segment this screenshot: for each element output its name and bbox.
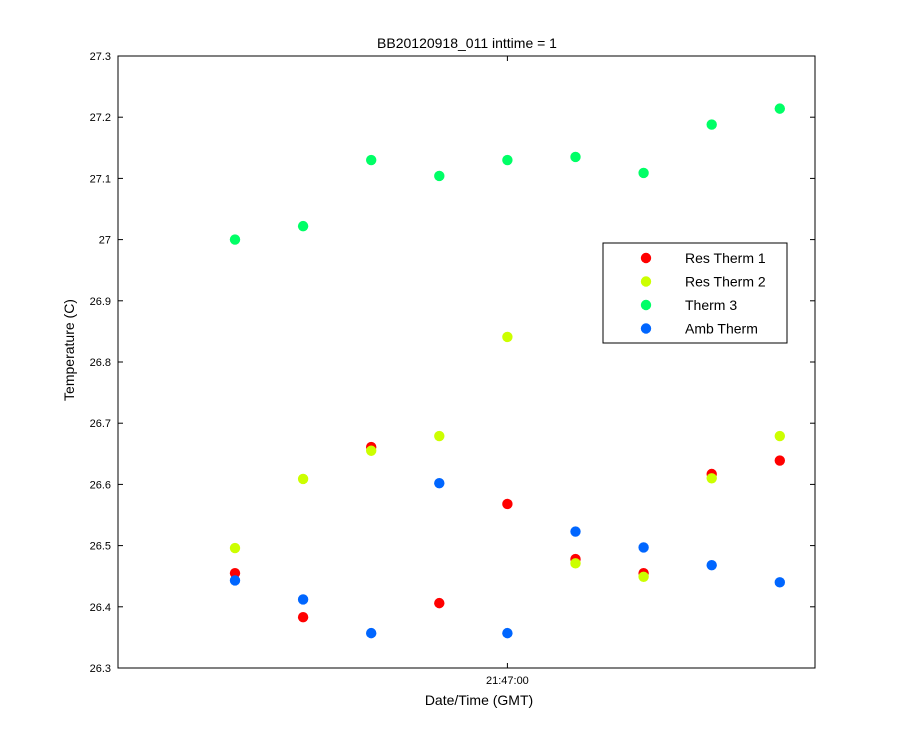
point-amb-therm: [229, 575, 241, 586]
point-res-therm-1: [229, 567, 241, 579]
point-therm-3: [570, 151, 581, 163]
chart-title: BB20120918_011 inttime = 1: [377, 35, 557, 51]
point-res-therm-2: [366, 445, 377, 456]
y-tick-label: 26.8: [90, 357, 111, 369]
point-res-therm-2: [774, 430, 785, 442]
point-amb-therm: [774, 577, 785, 588]
point-therm-3: [434, 170, 445, 182]
point-res-therm-2: [638, 571, 649, 583]
y-tick-label: 27: [99, 235, 111, 247]
legend-box: [602, 242, 788, 344]
x-axis: 21:47:00: [486, 56, 529, 687]
point-res-therm-2: [229, 542, 241, 554]
legend-label-therm-3: Therm 3: [685, 297, 737, 313]
point-res-therm-2: [706, 473, 717, 484]
point-res-therm-2: [502, 331, 513, 343]
y-tick-label: 26.3: [90, 663, 111, 675]
point-therm-3: [502, 154, 513, 166]
point-amb-therm: [706, 559, 717, 571]
point-therm-3: [638, 167, 649, 179]
y-tick-label: 27.2: [90, 112, 111, 124]
data-points: [229, 103, 785, 639]
y-tick-label: 26.9: [90, 296, 111, 308]
point-therm-3: [706, 119, 717, 130]
point-amb-therm: [366, 627, 377, 639]
point-res-therm-2: [297, 473, 309, 485]
point-amb-therm: [434, 477, 445, 489]
x-tick-label: 21:47:00: [486, 675, 529, 687]
point-therm-3: [297, 220, 309, 232]
point-res-therm-1: [297, 612, 309, 623]
point-therm-3: [366, 154, 377, 166]
legend-label-res-therm-1: Res Therm 1: [685, 250, 766, 266]
legend-marker-res-therm-1: [640, 252, 652, 264]
y-tick-label: 27.3: [90, 51, 111, 63]
y-axis: 26.3 26.4 26.5 26.6 26.7 26.8 26.9 27 27.1 27.2 27…: [90, 51, 815, 675]
point-amb-therm: [502, 627, 513, 639]
plot-frame: [117, 55, 816, 669]
legend-marker-amb-therm: [640, 323, 652, 334]
y-tick-label: 27.1: [90, 173, 111, 185]
point-res-therm-1: [502, 498, 513, 510]
point-amb-therm: [297, 594, 309, 605]
point-therm-3: [774, 103, 785, 114]
point-res-therm-1: [434, 597, 445, 609]
legend-label-res-therm-2: Res Therm 2: [685, 274, 766, 290]
point-amb-therm: [638, 542, 649, 553]
legend-marker-res-therm-2: [640, 276, 652, 287]
point-res-therm-2: [434, 430, 445, 442]
point-amb-therm: [570, 526, 581, 537]
legend-marker-therm-3: [640, 299, 652, 311]
legend-label-amb-therm: Amb Therm: [685, 321, 758, 337]
y-tick-label: 26.7: [90, 418, 111, 430]
y-tick-label: 26.6: [90, 479, 111, 491]
y-tick-label: 26.4: [90, 602, 111, 614]
y-tick-label: 26.5: [90, 541, 111, 553]
y-axis-label: Temperature (C): [61, 299, 77, 401]
point-res-therm-1: [774, 455, 785, 466]
plot-area: [117, 55, 816, 669]
legend: Res Therm 1 Res Therm 2 Therm 3 Amb Therm: [602, 242, 788, 344]
x-axis-label: Date/Time (GMT): [425, 692, 533, 708]
point-therm-3: [229, 234, 241, 245]
point-res-therm-2: [570, 558, 581, 569]
